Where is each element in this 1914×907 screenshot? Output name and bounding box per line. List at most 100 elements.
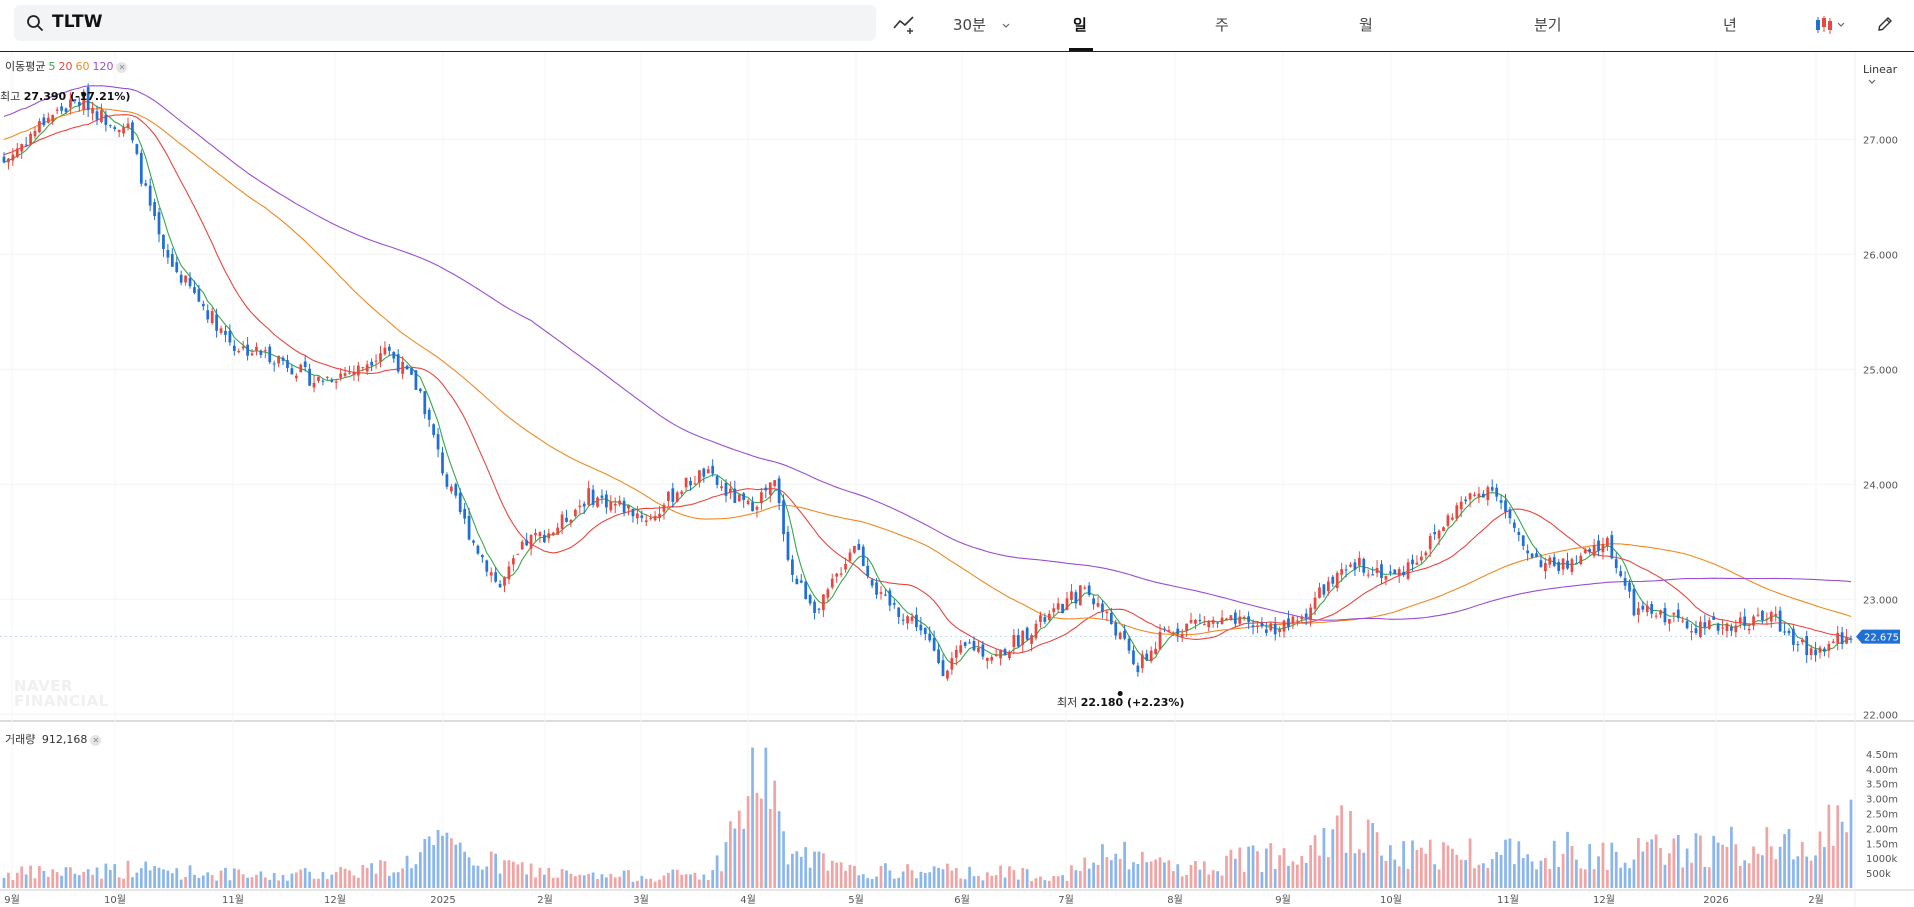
volume-bar bbox=[184, 877, 187, 888]
candle bbox=[1734, 625, 1738, 633]
volume-bar bbox=[232, 868, 236, 888]
price-tick-label: 26.000 bbox=[1863, 250, 1898, 261]
candle bbox=[1123, 630, 1126, 639]
candle bbox=[1114, 622, 1118, 636]
candle bbox=[1282, 620, 1286, 632]
volume-bar bbox=[1074, 870, 1078, 888]
volume-bar bbox=[55, 872, 59, 888]
volume-bar bbox=[1486, 867, 1490, 888]
volume-bar bbox=[476, 865, 480, 888]
candle bbox=[20, 144, 24, 152]
candle bbox=[698, 470, 701, 483]
candle bbox=[644, 520, 648, 523]
candle bbox=[1477, 493, 1481, 498]
candle bbox=[844, 563, 847, 570]
volume-bar bbox=[835, 862, 839, 888]
volume-bar bbox=[1836, 805, 1840, 888]
candle bbox=[1070, 591, 1073, 600]
candle bbox=[210, 311, 214, 323]
volume-bar bbox=[1180, 876, 1184, 888]
close-icon[interactable]: ✕ bbox=[90, 734, 102, 746]
tab-month[interactable]: 월 bbox=[1359, 16, 1373, 34]
tab-year[interactable]: 년 bbox=[1723, 16, 1737, 34]
volume-bar bbox=[729, 821, 732, 888]
volume-bar bbox=[720, 871, 723, 888]
x-tick-label: 2025 bbox=[430, 895, 455, 906]
candle bbox=[1269, 623, 1273, 631]
x-tick-label: 10월 bbox=[104, 894, 126, 906]
volume-bar bbox=[1087, 868, 1091, 888]
volume-bar bbox=[1787, 828, 1791, 888]
volume-bar bbox=[1570, 845, 1574, 888]
close-icon[interactable]: ✕ bbox=[116, 61, 128, 73]
volume-bar bbox=[1818, 831, 1822, 888]
candle bbox=[950, 658, 954, 670]
candle bbox=[1619, 571, 1623, 577]
volume-bar bbox=[113, 864, 117, 888]
tab-week[interactable]: 주 bbox=[1215, 16, 1229, 34]
volume-bar bbox=[1269, 843, 1273, 888]
volume-bar bbox=[86, 869, 90, 888]
volume-bar bbox=[1229, 849, 1233, 888]
candle bbox=[1202, 624, 1206, 626]
volume-bar bbox=[503, 860, 506, 888]
candle bbox=[1641, 605, 1645, 610]
volume-bar bbox=[791, 853, 794, 888]
candle bbox=[1513, 522, 1516, 528]
candle bbox=[1659, 610, 1662, 615]
volume-bar bbox=[472, 865, 475, 888]
volume-bar bbox=[1450, 848, 1454, 888]
candle bbox=[1561, 558, 1565, 570]
candle bbox=[1712, 616, 1716, 620]
search-box[interactable]: TLTW bbox=[14, 5, 876, 41]
volume-bar bbox=[547, 867, 551, 888]
candle bbox=[1140, 654, 1144, 669]
scale-mode-label: Linear bbox=[1863, 63, 1898, 76]
candle bbox=[361, 367, 365, 369]
candle bbox=[1167, 630, 1171, 633]
trend-add-icon[interactable] bbox=[893, 14, 917, 34]
candle bbox=[1455, 505, 1459, 519]
volume-bar bbox=[1606, 869, 1609, 888]
pencil-icon[interactable] bbox=[1876, 15, 1894, 33]
tab-quarter[interactable]: 분기 bbox=[1534, 16, 1562, 34]
candlestick-icon[interactable] bbox=[1814, 15, 1850, 35]
volume-bar bbox=[959, 878, 963, 888]
volume-bar bbox=[658, 879, 661, 888]
volume-bar bbox=[1535, 869, 1538, 888]
volume-bar bbox=[100, 878, 103, 888]
candle bbox=[414, 370, 418, 390]
candle bbox=[569, 519, 573, 523]
candle bbox=[135, 144, 139, 154]
volume-bar bbox=[879, 865, 883, 888]
scale-mode-dropdown[interactable]: Linear bbox=[1863, 63, 1914, 89]
volume-bar bbox=[1530, 861, 1534, 888]
minute-interval-dropdown[interactable]: 30분 bbox=[953, 14, 1011, 35]
candle bbox=[1233, 612, 1237, 624]
ma-20: 20 bbox=[58, 60, 73, 73]
candle bbox=[1132, 650, 1135, 665]
volume-bar bbox=[1415, 850, 1419, 888]
candle bbox=[1260, 623, 1264, 627]
volume-bar bbox=[383, 861, 387, 888]
candle bbox=[294, 375, 298, 379]
candle bbox=[1180, 633, 1184, 638]
candle bbox=[578, 505, 582, 508]
tab-day[interactable]: 일 bbox=[1073, 16, 1087, 34]
volume-bar bbox=[20, 866, 24, 888]
candle bbox=[64, 108, 68, 112]
volume-bar bbox=[751, 747, 754, 888]
volume-bar bbox=[1220, 875, 1224, 888]
candle bbox=[529, 535, 533, 549]
candle bbox=[1836, 632, 1840, 644]
candle bbox=[108, 124, 112, 126]
candle bbox=[1349, 564, 1352, 567]
volume-bar bbox=[379, 860, 382, 888]
candle bbox=[1796, 644, 1800, 646]
candle bbox=[259, 350, 263, 356]
volume-bar bbox=[1437, 869, 1441, 888]
volume-bar bbox=[1065, 881, 1069, 888]
search-input[interactable]: TLTW bbox=[52, 12, 103, 32]
candle bbox=[1747, 628, 1751, 631]
